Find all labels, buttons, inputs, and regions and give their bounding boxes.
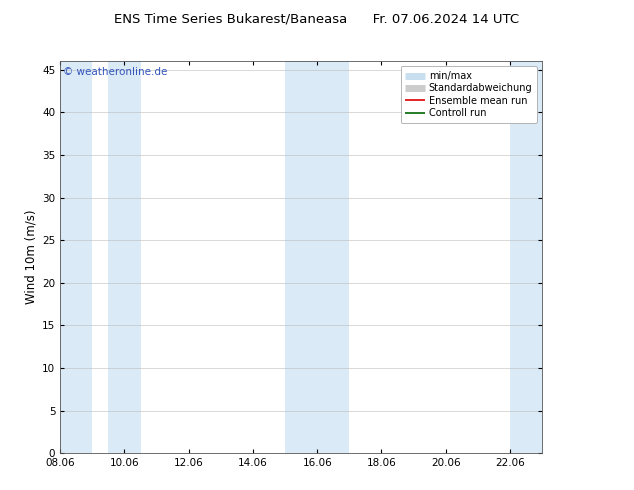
Bar [60, 61, 93, 453]
Legend: min/max, Standardabweichung, Ensemble mean run, Controll run: min/max, Standardabweichung, Ensemble me… [401, 66, 537, 123]
Y-axis label: Wind 10m (m/s): Wind 10m (m/s) [25, 210, 38, 304]
Bar [510, 61, 542, 453]
Bar [108, 61, 141, 453]
Bar [285, 61, 349, 453]
Text: © weatheronline.de: © weatheronline.de [63, 67, 167, 77]
Text: ENS Time Series Bukarest/Baneasa      Fr. 07.06.2024 14 UTC: ENS Time Series Bukarest/Baneasa Fr. 07.… [115, 12, 519, 25]
